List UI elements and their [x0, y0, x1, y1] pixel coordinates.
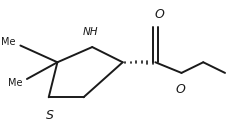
- Text: Me: Me: [1, 37, 16, 47]
- Text: S: S: [46, 109, 54, 122]
- Text: O: O: [175, 83, 185, 96]
- Text: O: O: [155, 8, 165, 21]
- Text: Me: Me: [8, 78, 22, 88]
- Text: NH: NH: [82, 27, 98, 37]
